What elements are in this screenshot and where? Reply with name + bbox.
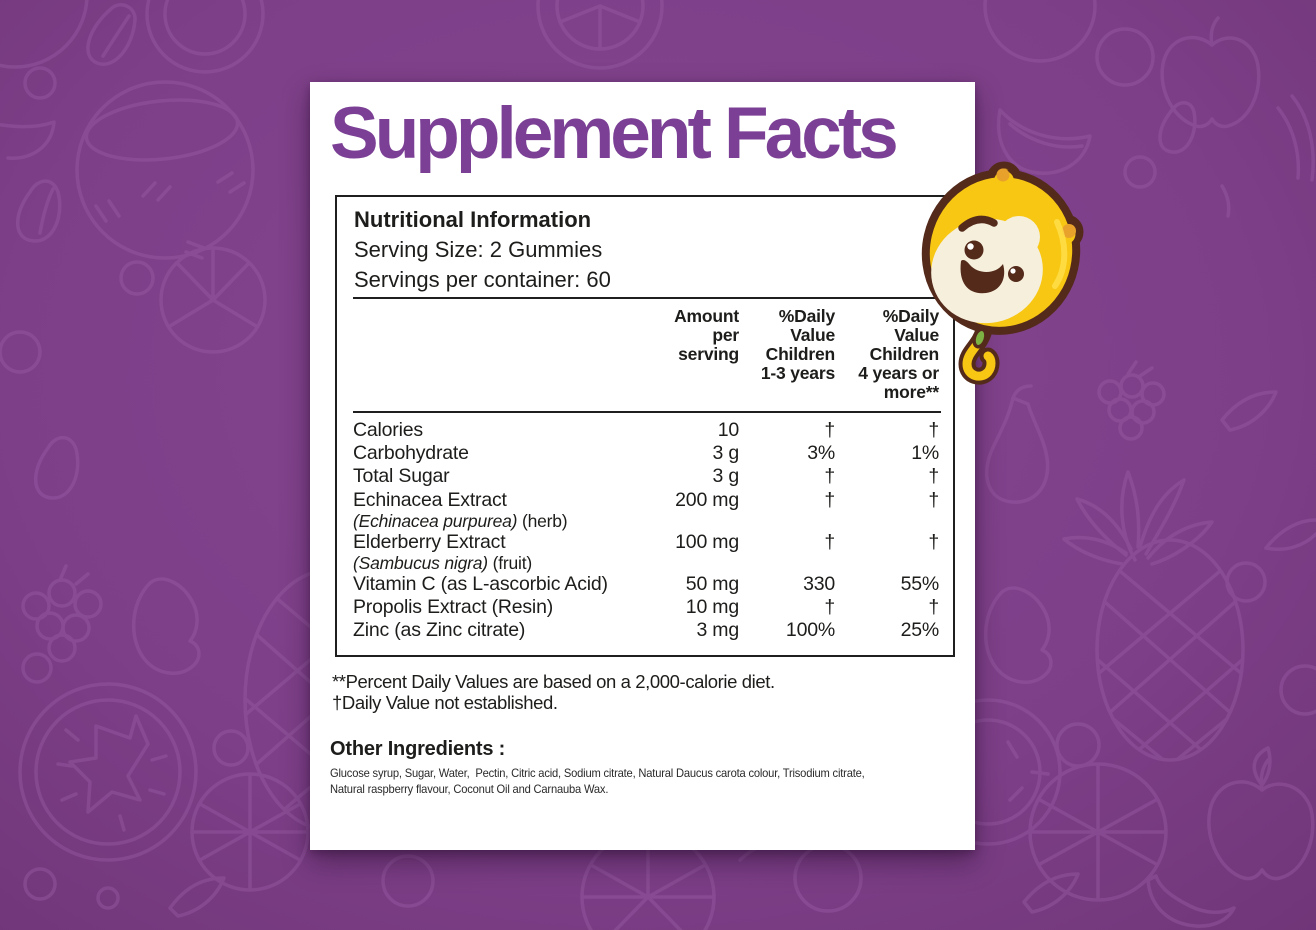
- nutrient-name: Total Sugar: [353, 465, 450, 488]
- table-row: Calories 10 † †: [353, 419, 939, 442]
- footnotes: **Percent Daily Values are based on a 2,…: [332, 671, 775, 713]
- other-ingredients-text: Glucose syrup, Sugar, Water, Pectin, Cit…: [330, 766, 865, 796]
- dv1-value: 3%: [807, 442, 835, 465]
- nutrient-name: Carbohydrate: [353, 442, 469, 465]
- table-row: Echinacea Extract 200 mg † †: [353, 489, 939, 512]
- header-dv-children-1-3: %Daily Value Children 1-3 years: [760, 306, 835, 383]
- dv1-value: 100%: [785, 619, 835, 642]
- nutrient-name: Zinc (as Zinc citrate): [353, 619, 526, 642]
- footnote-dagger: †Daily Value not established.: [332, 692, 558, 713]
- nutrient-name: Echinacea Extract: [353, 488, 507, 511]
- dv2-value: 25%: [900, 619, 940, 642]
- header-dv-children-4-plus: %Daily Value Children 4 years or more**: [858, 306, 939, 402]
- dv1-value: †: [824, 488, 835, 511]
- table-row: Carbohydrate 3 g 3% 1%: [353, 442, 939, 465]
- table-row: Zinc (as Zinc citrate) 3 mg 100% 25%: [353, 619, 939, 642]
- table-row: Total Sugar 3 g † †: [353, 465, 939, 488]
- table-row: Propolis Extract (Resin) 10 mg † †: [353, 596, 939, 619]
- dv2-value: †: [928, 596, 939, 619]
- dv1-value: 330: [803, 573, 835, 596]
- dv1-value: †: [824, 419, 835, 441]
- amount-value: 50 mg: [685, 573, 739, 596]
- plant-part: (fruit): [487, 553, 533, 574]
- dv2-value: 55%: [900, 573, 940, 596]
- nutrient-name: Elderberry Extract: [353, 530, 506, 553]
- nutrient-name: Calories: [353, 419, 423, 441]
- amount-value: 10: [717, 419, 739, 441]
- dv2-value: †: [928, 465, 939, 488]
- page-title: Supplement Facts: [330, 93, 899, 174]
- other-ingredients-label: Other Ingredients :: [330, 738, 506, 760]
- header-spacer: [353, 307, 629, 402]
- amount-value: 100 mg: [675, 530, 739, 553]
- amount-value: 10 mg: [685, 596, 739, 619]
- dv1-value: †: [824, 596, 835, 619]
- servings-per-container: Servings per container: 60: [354, 267, 611, 292]
- dv2-value: †: [928, 488, 939, 511]
- dv2-value: 1%: [911, 442, 939, 465]
- divider: [353, 297, 941, 299]
- nutrient-name: Propolis Extract (Resin): [353, 596, 554, 619]
- panel-heading: Nutritional Information: [354, 207, 592, 232]
- table-row: Elderberry Extract 100 mg † †: [353, 531, 939, 554]
- amount-value: 200 mg: [675, 488, 739, 511]
- species-name: (Echinacea purpurea): [353, 510, 518, 531]
- amount-value: 3 mg: [696, 619, 739, 642]
- divider: [353, 411, 941, 413]
- bear-mascot-icon: [921, 161, 1084, 385]
- serving-size: Serving Size: 2 Gummies: [354, 237, 603, 262]
- nutrient-subname: (Echinacea purpurea) (herb): [353, 511, 939, 531]
- dv1-value: †: [824, 530, 835, 553]
- dv2-value: †: [928, 530, 939, 553]
- species-name: (Sambucus nigra): [353, 553, 488, 574]
- dv2-value: †: [928, 419, 939, 441]
- nutrient-subname: (Sambucus nigra) (fruit): [353, 553, 939, 573]
- footnote-daily-values: **Percent Daily Values are based on a 2,…: [332, 671, 775, 692]
- plant-part: (herb): [517, 510, 568, 531]
- supplement-facts-card: Supplement Facts Nutritional Information…: [310, 82, 975, 850]
- amount-value: 3 g: [712, 442, 739, 465]
- nutrition-table: Calories 10 † † Carbohydrate 3 g 3% 1% T…: [353, 419, 939, 643]
- amount-value: 3 g: [712, 465, 739, 488]
- serving-info: Nutritional Information Serving Size: 2 …: [354, 205, 611, 295]
- table-row: Vitamin C (as L-ascorbic Acid) 50 mg 330…: [353, 573, 939, 596]
- dv1-value: †: [824, 465, 835, 488]
- header-amount-per-serving: Amount per serving: [674, 306, 739, 364]
- table-header-row: Amount per serving %Daily Value Children…: [353, 307, 939, 402]
- nutrition-panel: Nutritional Information Serving Size: 2 …: [335, 195, 955, 657]
- nutrient-name: Vitamin C (as L-ascorbic Acid): [353, 573, 608, 596]
